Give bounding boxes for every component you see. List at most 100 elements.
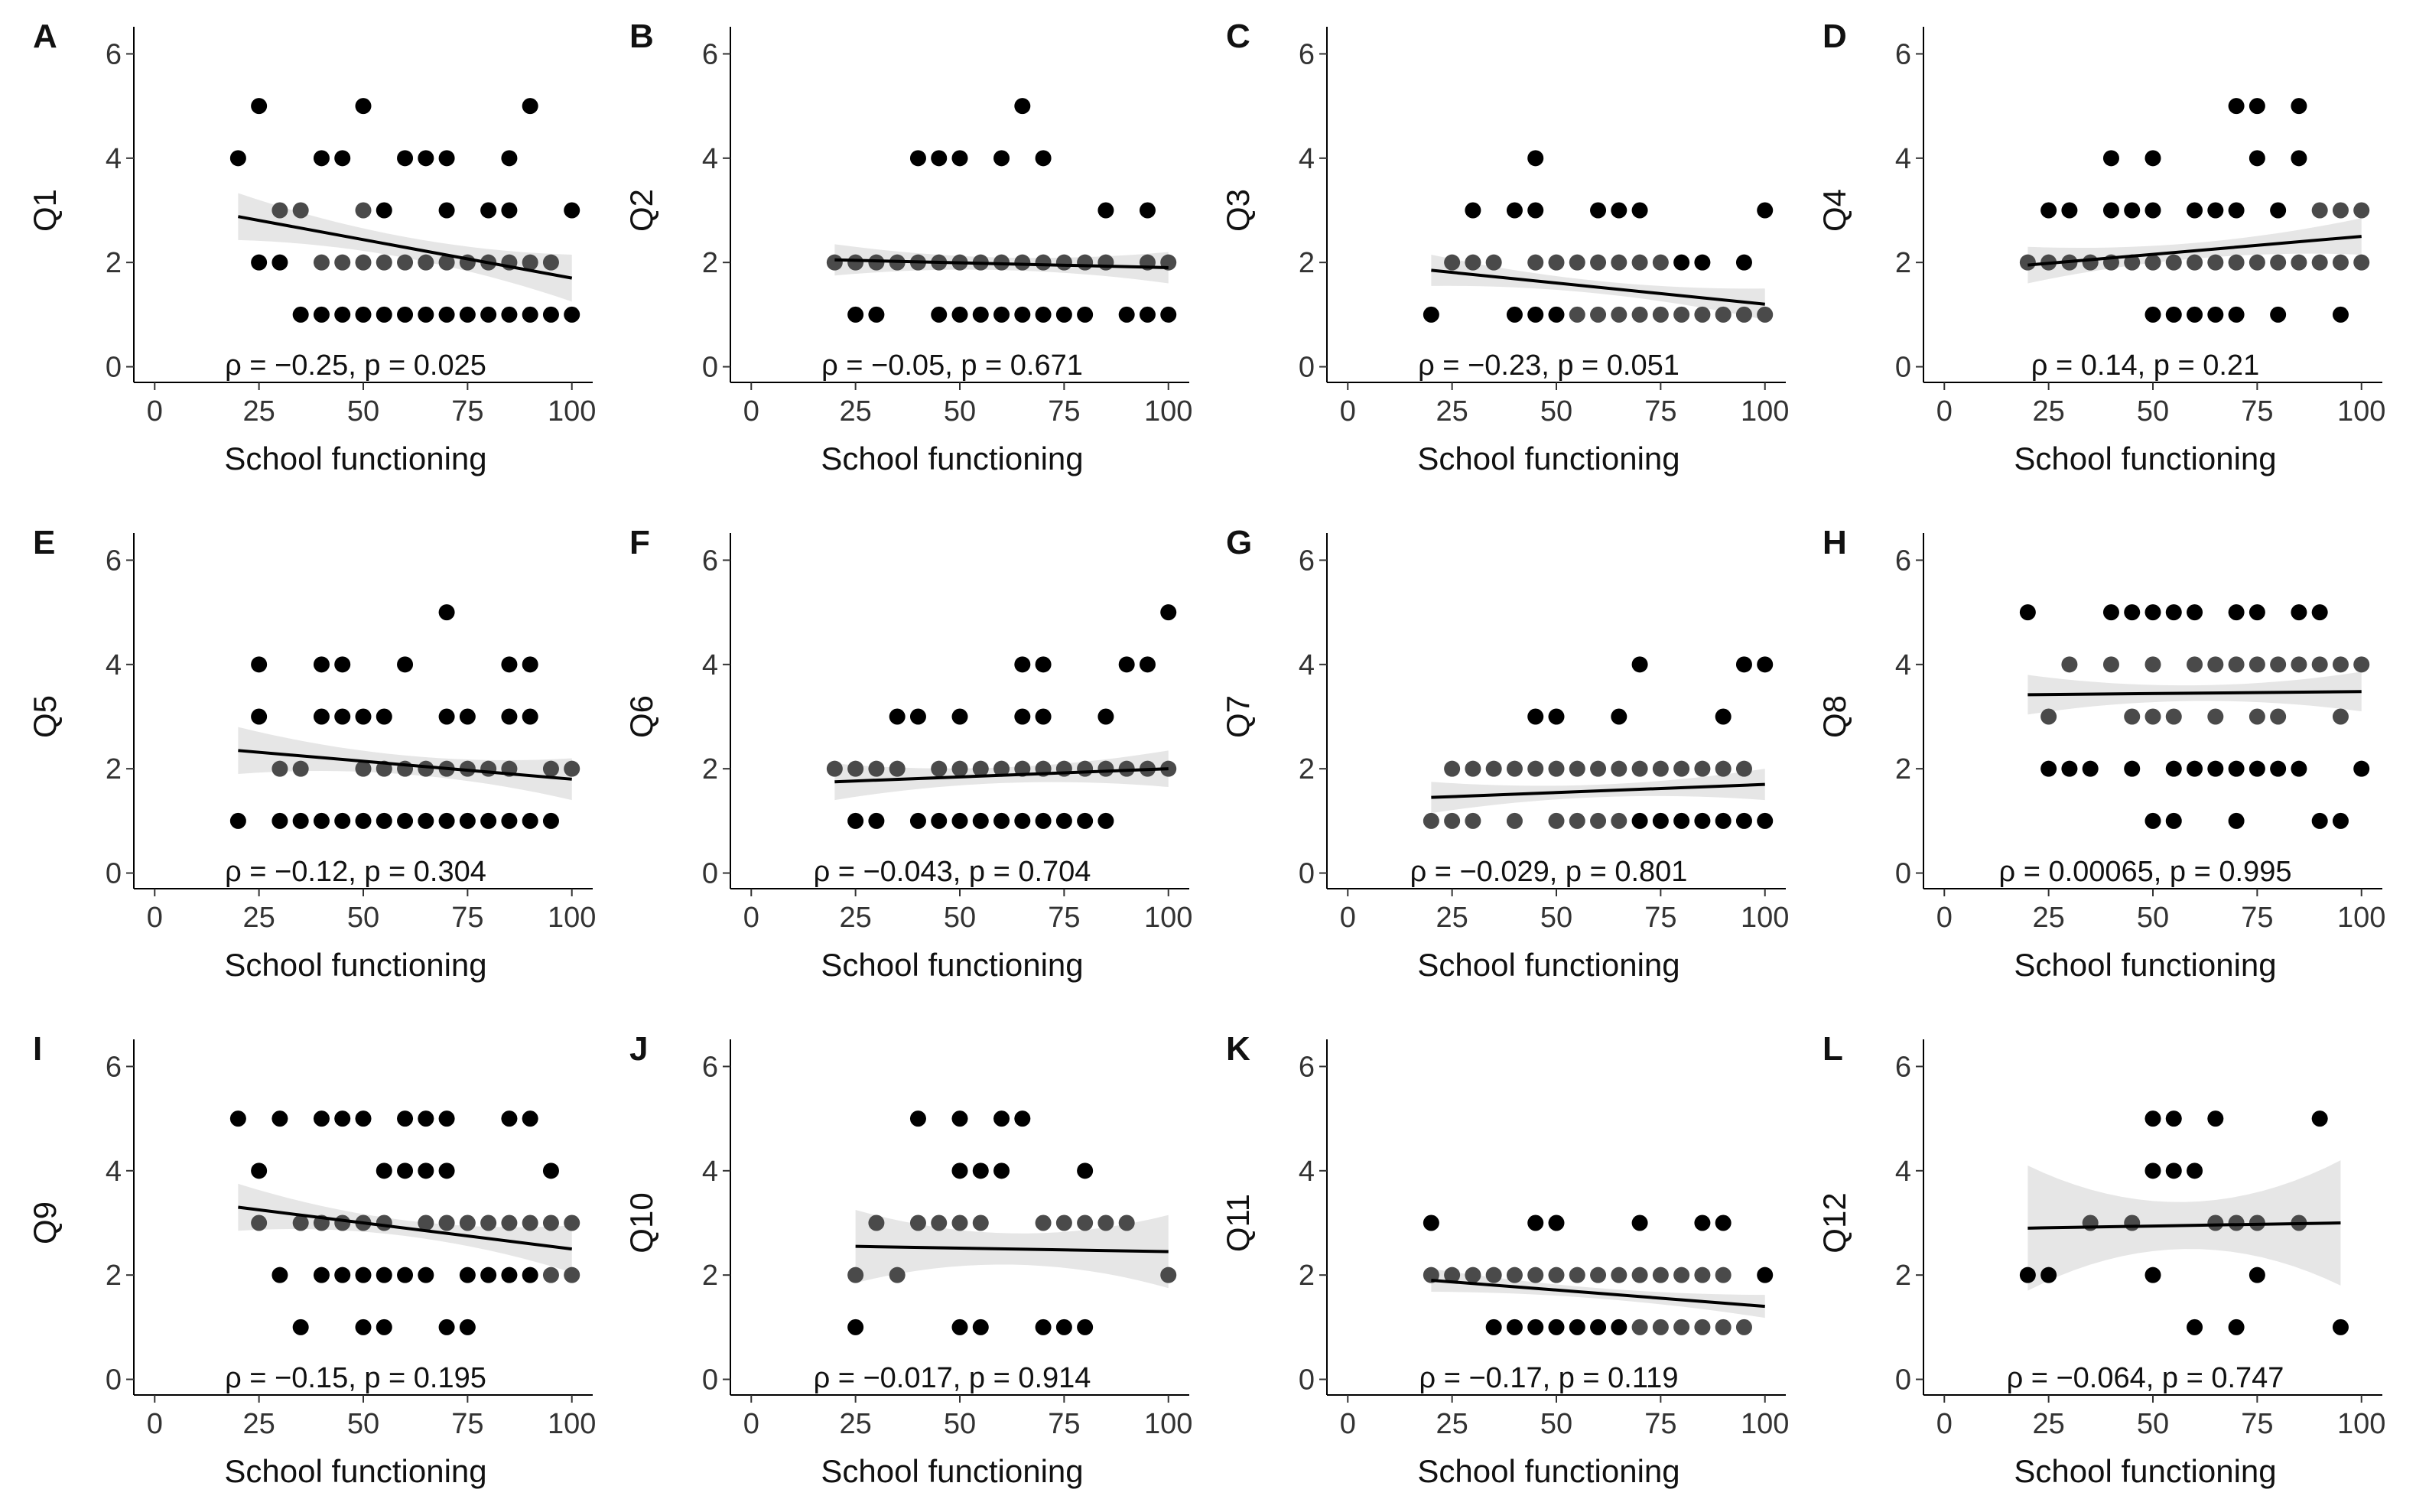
- data-point: [1757, 656, 1774, 673]
- x-tick-label: 50: [2137, 1408, 2169, 1440]
- panel-A-chart: A Q1 0 2 4 6 0 25 50 75 100 School functioning ρ = −…: [27, 18, 596, 476]
- data-point: [1652, 306, 1669, 323]
- p-value: p = 0.704: [969, 856, 1091, 888]
- data-point: [2165, 604, 2182, 621]
- x-tick-label: 50: [347, 1408, 379, 1440]
- data-point: [2082, 760, 2099, 777]
- data-point: [2332, 656, 2349, 673]
- data-point: [376, 306, 392, 323]
- data-point: [1715, 1319, 1732, 1335]
- data-point: [2187, 656, 2203, 673]
- data-point: [1715, 1214, 1732, 1231]
- data-point: [2332, 1319, 2349, 1335]
- data-point: [522, 1214, 538, 1231]
- data-point: [1077, 1162, 1094, 1179]
- x-tick-label: 75: [451, 902, 483, 934]
- data-point: [1485, 254, 1502, 271]
- data-point: [1735, 812, 1752, 829]
- data-point: [542, 760, 559, 777]
- panel-label: J: [629, 1030, 648, 1068]
- x-axis-label: School functioning: [224, 1453, 486, 1489]
- panel-K-chart: K Q11 0 2 4 6 0 25 50 75 100 School functioning ρ = …: [1220, 1030, 1789, 1489]
- data-point: [2144, 254, 2161, 271]
- data-point: [1735, 306, 1752, 323]
- data-point: [2228, 202, 2245, 219]
- p-value: p = 0.051: [1557, 350, 1679, 382]
- x-tick-label: 75: [1644, 902, 1676, 934]
- data-point: [1139, 656, 1156, 673]
- data-point: [2291, 760, 2307, 777]
- data-point: [1757, 812, 1774, 829]
- data-point: [951, 1214, 968, 1231]
- y-axis-label: Q9: [27, 1201, 63, 1244]
- rho-value: ρ = −0.043,: [814, 856, 969, 888]
- data-point: [2291, 604, 2307, 621]
- p-value: p = 0.21: [2154, 350, 2259, 382]
- panel-label: D: [1823, 18, 1847, 55]
- x-tick-label: 25: [2032, 1408, 2064, 1440]
- data-point: [1014, 306, 1031, 323]
- data-point: [251, 656, 268, 673]
- panel-label: C: [1226, 18, 1250, 55]
- data-point: [292, 1319, 309, 1335]
- data-point: [418, 150, 434, 167]
- data-point: [951, 1162, 968, 1179]
- x-tick-label: 100: [1144, 1408, 1192, 1440]
- data-point: [1506, 1319, 1523, 1335]
- data-point: [2165, 1162, 2182, 1179]
- y-tick-label: 6: [1895, 545, 1911, 577]
- x-tick-label: 50: [944, 902, 976, 934]
- data-point: [2249, 150, 2265, 167]
- data-point: [501, 306, 518, 323]
- y-tick-label: 0: [1895, 352, 1911, 384]
- data-point: [2228, 812, 2245, 829]
- data-point: [438, 1214, 455, 1231]
- data-point: [909, 812, 926, 829]
- data-point: [1077, 254, 1094, 271]
- y-tick-label: 2: [1299, 247, 1315, 279]
- data-point: [564, 202, 580, 219]
- x-tick-label: 25: [839, 395, 871, 428]
- data-point: [2207, 254, 2224, 271]
- x-tick-label: 100: [1144, 902, 1192, 934]
- correlation-annotation: ρ = 0.00065, p = 0.995: [1999, 856, 2292, 888]
- panel-label: B: [629, 18, 654, 55]
- data-point: [2249, 656, 2265, 673]
- data-point: [951, 760, 968, 777]
- data-point: [501, 202, 518, 219]
- data-point: [1652, 1319, 1669, 1335]
- rho-value: ρ = 0.14,: [2031, 350, 2154, 382]
- data-point: [459, 306, 476, 323]
- data-point: [1569, 760, 1585, 777]
- data-point: [1423, 1214, 1439, 1231]
- data-point: [1569, 1319, 1585, 1335]
- data-point: [1611, 760, 1627, 777]
- data-point: [272, 202, 288, 219]
- rho-value: ρ = −0.23,: [1418, 350, 1557, 382]
- data-point: [1715, 760, 1732, 777]
- data-point: [2082, 254, 2099, 271]
- y-tick-label: 2: [1895, 247, 1911, 279]
- x-tick-label: 0: [1340, 1408, 1356, 1440]
- y-tick-label: 0: [1895, 1364, 1911, 1397]
- data-point: [2207, 306, 2224, 323]
- data-point: [1423, 306, 1439, 323]
- panel-label: K: [1226, 1030, 1250, 1068]
- data-point: [2332, 254, 2349, 271]
- y-tick-label: 0: [702, 352, 718, 384]
- y-tick-label: 4: [1895, 649, 1911, 681]
- data-point: [418, 1267, 434, 1283]
- data-point: [313, 1110, 330, 1127]
- data-point: [501, 708, 518, 725]
- y-tick-label: 0: [702, 858, 718, 890]
- data-point: [397, 254, 414, 271]
- data-point: [438, 254, 455, 271]
- data-point: [889, 1267, 906, 1283]
- data-point: [1652, 254, 1669, 271]
- data-point: [542, 1267, 559, 1283]
- data-point: [376, 1267, 392, 1283]
- data-point: [1506, 760, 1523, 777]
- y-axis-label: Q2: [623, 189, 659, 232]
- data-point: [355, 1267, 372, 1283]
- data-point: [951, 150, 968, 167]
